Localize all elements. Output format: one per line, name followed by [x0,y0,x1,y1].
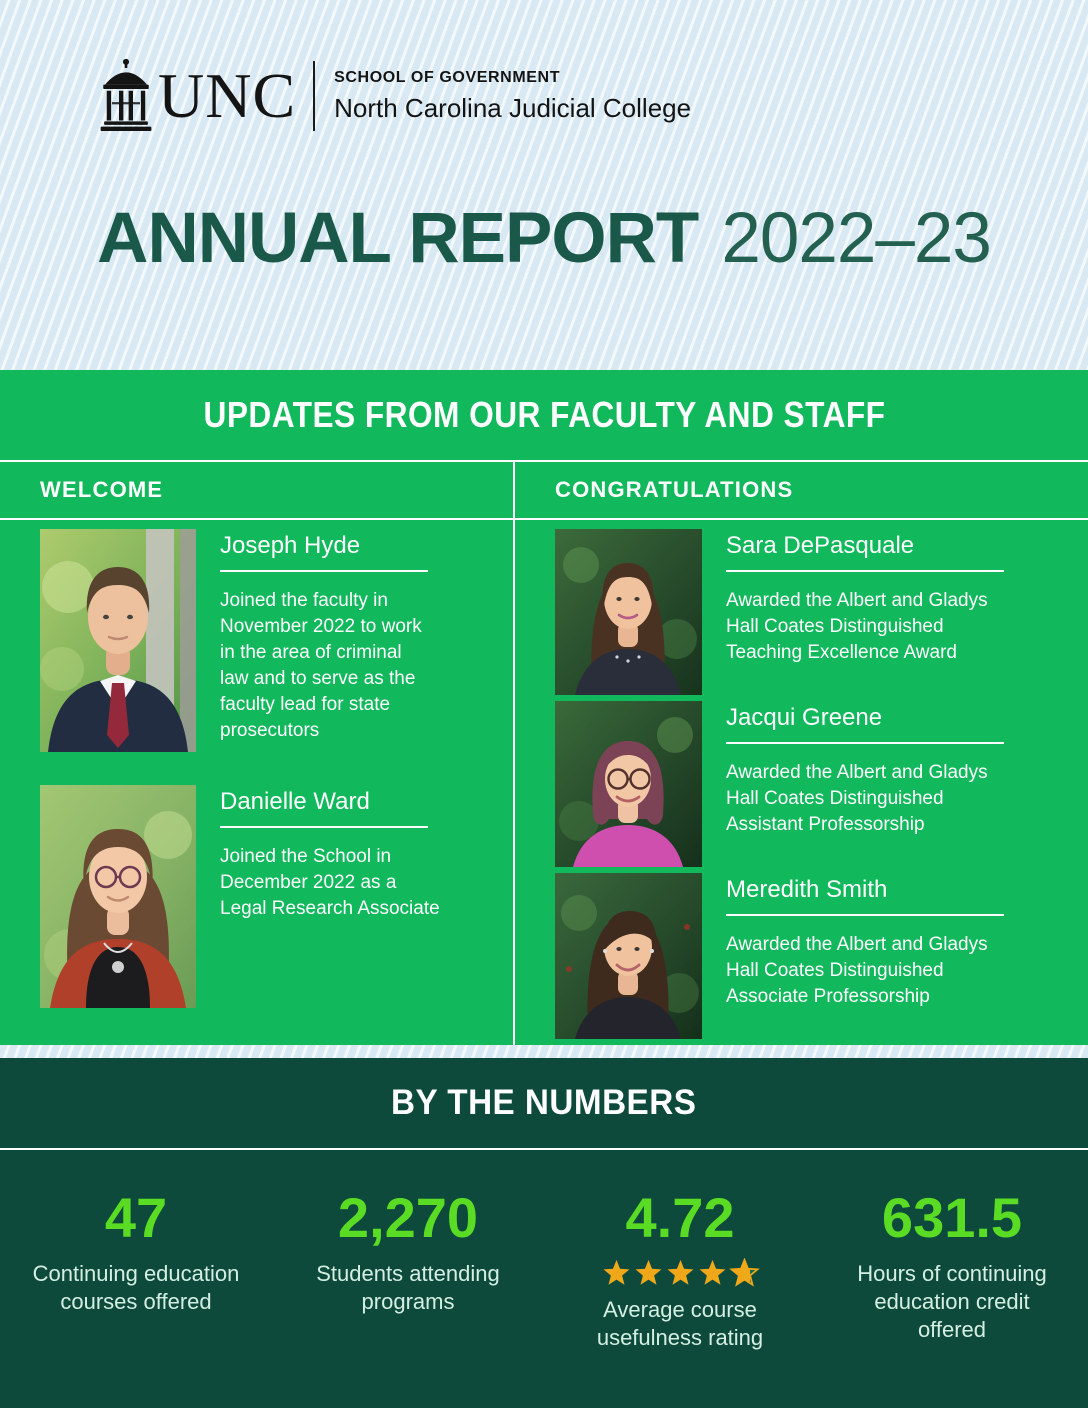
stat-label: Hours of continuing education credit off… [857,1261,1047,1342]
stat-courses: 47 Continuing education courses offered [0,1190,272,1408]
profile-photo [40,529,196,752]
profile-description: Awarded the Albert and Gladys Hall Coate… [726,934,988,1007]
congratulations-column: CONGRATULATIONS [515,462,1088,1045]
column-divider [513,462,515,1045]
report-year: 2022–23 [721,199,991,278]
profile-joseph-hyde: Joseph Hyde Joined the faculty in Novemb… [40,529,515,752]
joseph-hyde-portrait [40,529,196,752]
report-title: ANNUAL REPORT [97,199,699,278]
profile-description: Awarded the Albert and Gladys Hall Coate… [726,762,988,835]
brand-text: SCHOOL OF GOVERNMENT North Carolina Judi… [334,69,691,124]
profile-text: Sara DePasquale Awarded the Albert and G… [726,529,1004,695]
profile-name: Jacqui Greene [726,704,883,731]
stat-value: 4.72 [625,1186,735,1249]
profile-text: Joseph Hyde Joined the faculty in Novemb… [220,529,428,752]
updates-columns: WELCOME [0,462,1088,1045]
stat-value: 631.5 [881,1186,1023,1249]
danielle-ward-portrait [40,785,196,1008]
stat-label: Students attending programs [316,1261,500,1314]
profile-photo [40,785,196,1008]
numbers-banner: BY THE NUMBERS [0,1058,1088,1150]
star-icon [667,1259,693,1285]
profile-description: Joined the faculty in November 2022 to w… [220,590,422,741]
welcome-column: WELCOME [0,462,515,1045]
school-name: SCHOOL OF GOVERNMENT [334,68,561,86]
profile-sara-depasquale: Sara DePasquale Awarded the Albert and G… [555,529,1088,695]
jacqui-greene-portrait [555,701,702,867]
hero-section: UNC SCHOOL OF GOVERNMENT North Carolina … [0,0,1088,370]
profile-name: Sara DePasquale [726,532,915,559]
star-icon [635,1259,661,1285]
stat-label: Average course usefulness rating [596,1297,764,1350]
stats-section: 47 Continuing education courses offered … [0,1150,1088,1408]
stat-value: 2,270 [337,1186,479,1249]
profile-text: Jacqui Greene Awarded the Albert and Gla… [726,701,1004,867]
sara-depasquale-portrait [555,529,702,695]
profile-jacqui-greene: Jacqui Greene Awarded the Albert and Gla… [555,701,1088,867]
striped-divider [0,1045,1088,1058]
name-underline [220,570,428,572]
stat-label: Continuing education courses offered [32,1261,240,1314]
name-underline [726,742,1004,744]
profile-photo [555,701,702,867]
stat-hours: 631.5 Hours of continuing education cred… [816,1190,1088,1408]
profile-photo [555,529,702,695]
profile-meredith-smith: Meredith Smith Awarded the Albert and Gl… [555,873,1088,1039]
updates-heading: UPDATES FROM OUR FACULTY AND STAFF [0,370,1088,462]
star-rating [544,1258,816,1288]
profile-photo [555,873,702,1039]
college-name: North Carolina Judicial College [334,92,692,123]
profile-name: Danielle Ward [220,788,370,815]
name-underline [220,826,428,828]
stat-value: 47 [104,1186,168,1249]
meredith-smith-portrait [555,873,702,1039]
profile-description: Joined the School in December 2022 as a … [220,846,440,919]
congratulations-header: CONGRATULATIONS [515,462,1088,520]
profile-description: Awarded the Albert and Gladys Hall Coate… [726,590,988,663]
star-icon [699,1259,725,1285]
unc-wordmark: UNC [158,60,297,131]
numbers-heading: BY THE NUMBERS [391,1083,697,1122]
star-icon [603,1259,629,1285]
brand-divider [313,61,316,131]
page-title: ANNUAL REPORT 2022–23 [0,198,1088,279]
welcome-header: WELCOME [0,462,515,520]
profile-text: Meredith Smith Awarded the Albert and Gl… [726,873,1004,1039]
old-well-icon [100,58,152,131]
welcome-profiles: Joseph Hyde Joined the faculty in Novemb… [0,520,515,1008]
congratulations-profiles: Sara DePasquale Awarded the Albert and G… [515,520,1088,1039]
profile-name: Joseph Hyde [220,532,361,559]
profile-text: Danielle Ward Joined the School in Decem… [220,785,440,1008]
stat-students: 2,270 Students attending programs [272,1190,544,1408]
profile-danielle-ward: Danielle Ward Joined the School in Decem… [40,785,515,1008]
name-underline [726,914,1004,916]
partial-star-icon [728,1258,760,1287]
stat-rating: 4.72 Average course usefulness rating [544,1190,816,1408]
profile-name: Meredith Smith [726,876,888,903]
name-underline [726,570,1004,572]
unc-logo: UNC SCHOOL OF GOVERNMENT North Carolina … [98,56,691,136]
updates-section: UPDATES FROM OUR FACULTY AND STAFF WELCO… [0,370,1088,1045]
